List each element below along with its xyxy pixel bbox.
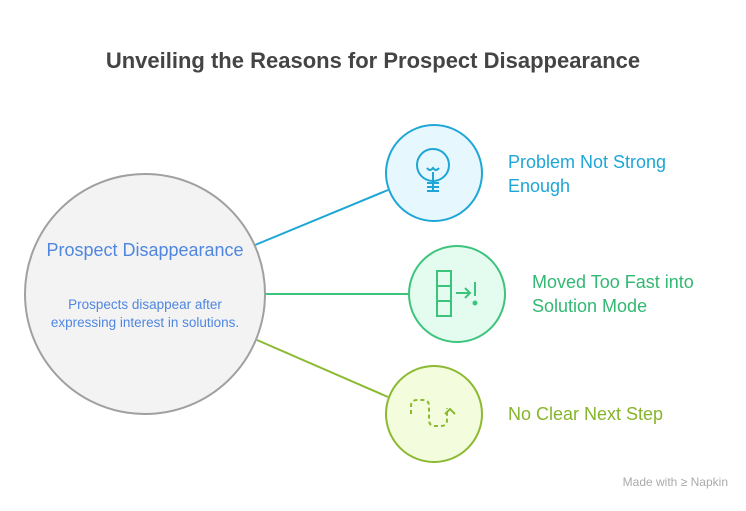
footer-credit[interactable]: Made with ≥ Napkin	[623, 475, 728, 489]
reason-label-2: Moved Too Fast into Solution Mode	[532, 272, 694, 316]
connector-3	[256, 339, 389, 398]
brand-text: Napkin	[690, 475, 728, 489]
connector-1	[254, 189, 389, 246]
arrow-up-icon	[444, 407, 456, 415]
made-with-text: Made with	[622, 475, 678, 489]
steps-arrow-exclamation-icon	[436, 270, 478, 317]
center-circle	[24, 173, 266, 415]
center-title: Prospect Disappearance	[46, 240, 244, 260]
reason-label-3: No Clear Next Step	[508, 404, 664, 424]
reason-circle-3	[385, 365, 483, 463]
center-description: Prospects disappear after expressing int…	[50, 297, 240, 330]
dashed-path-arrow-icon	[410, 399, 448, 427]
napkin-logo-icon: ≥	[680, 475, 688, 489]
reason-label-1: Problem Not Strong Enough	[508, 152, 667, 196]
page-title: Unveiling the Reasons for Prospect Disap…	[105, 48, 641, 73]
lightbulb-icon	[416, 148, 450, 192]
